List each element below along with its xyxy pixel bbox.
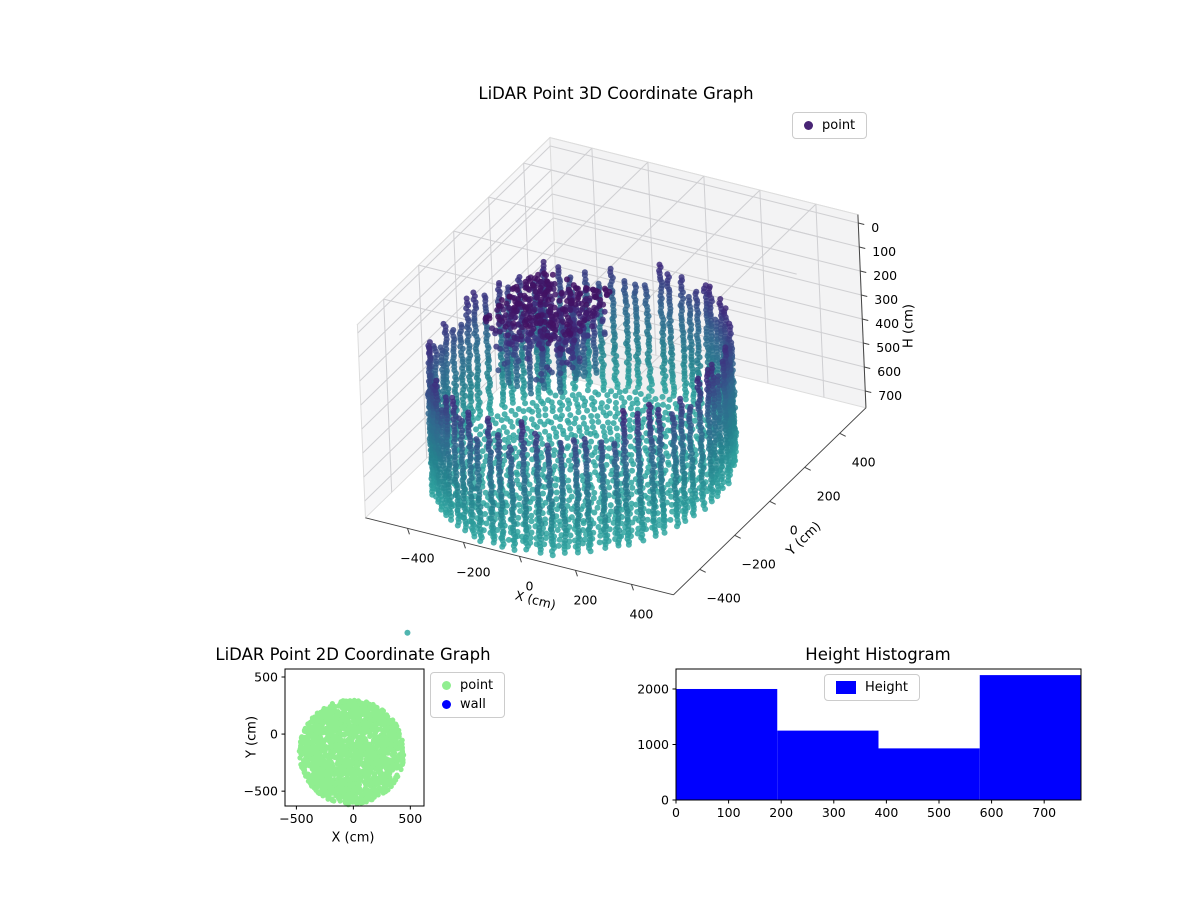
- histogram-legend: Height: [824, 674, 920, 701]
- legend-label-point: point: [460, 678, 494, 693]
- plot3d-legend: point: [792, 112, 868, 139]
- legend-item-wall: wall: [442, 697, 493, 712]
- plot2d-legend: point wall: [430, 672, 506, 718]
- legend-label-wall: wall: [460, 697, 486, 712]
- legend-label-point: point: [822, 118, 856, 133]
- plot2d-y-axis-label: Y (cm): [244, 715, 260, 759]
- legend-label-height: Height: [865, 680, 908, 695]
- histogram-title: Height Histogram: [805, 645, 951, 664]
- legend-item-point: point: [442, 678, 493, 693]
- plot3d-title: LiDAR Point 3D Coordinate Graph: [478, 84, 754, 103]
- legend-item-point: point: [804, 118, 855, 133]
- height-swatch-icon: [836, 681, 856, 694]
- point-marker-icon: [442, 681, 451, 690]
- plot2d-x-axis-label: X (cm): [331, 830, 375, 846]
- point-marker-icon: [804, 121, 813, 130]
- wall-marker-icon: [442, 700, 451, 709]
- plot3d-h-axis-label: H (cm): [901, 304, 917, 348]
- plot2d-title: LiDAR Point 2D Coordinate Graph: [215, 645, 491, 664]
